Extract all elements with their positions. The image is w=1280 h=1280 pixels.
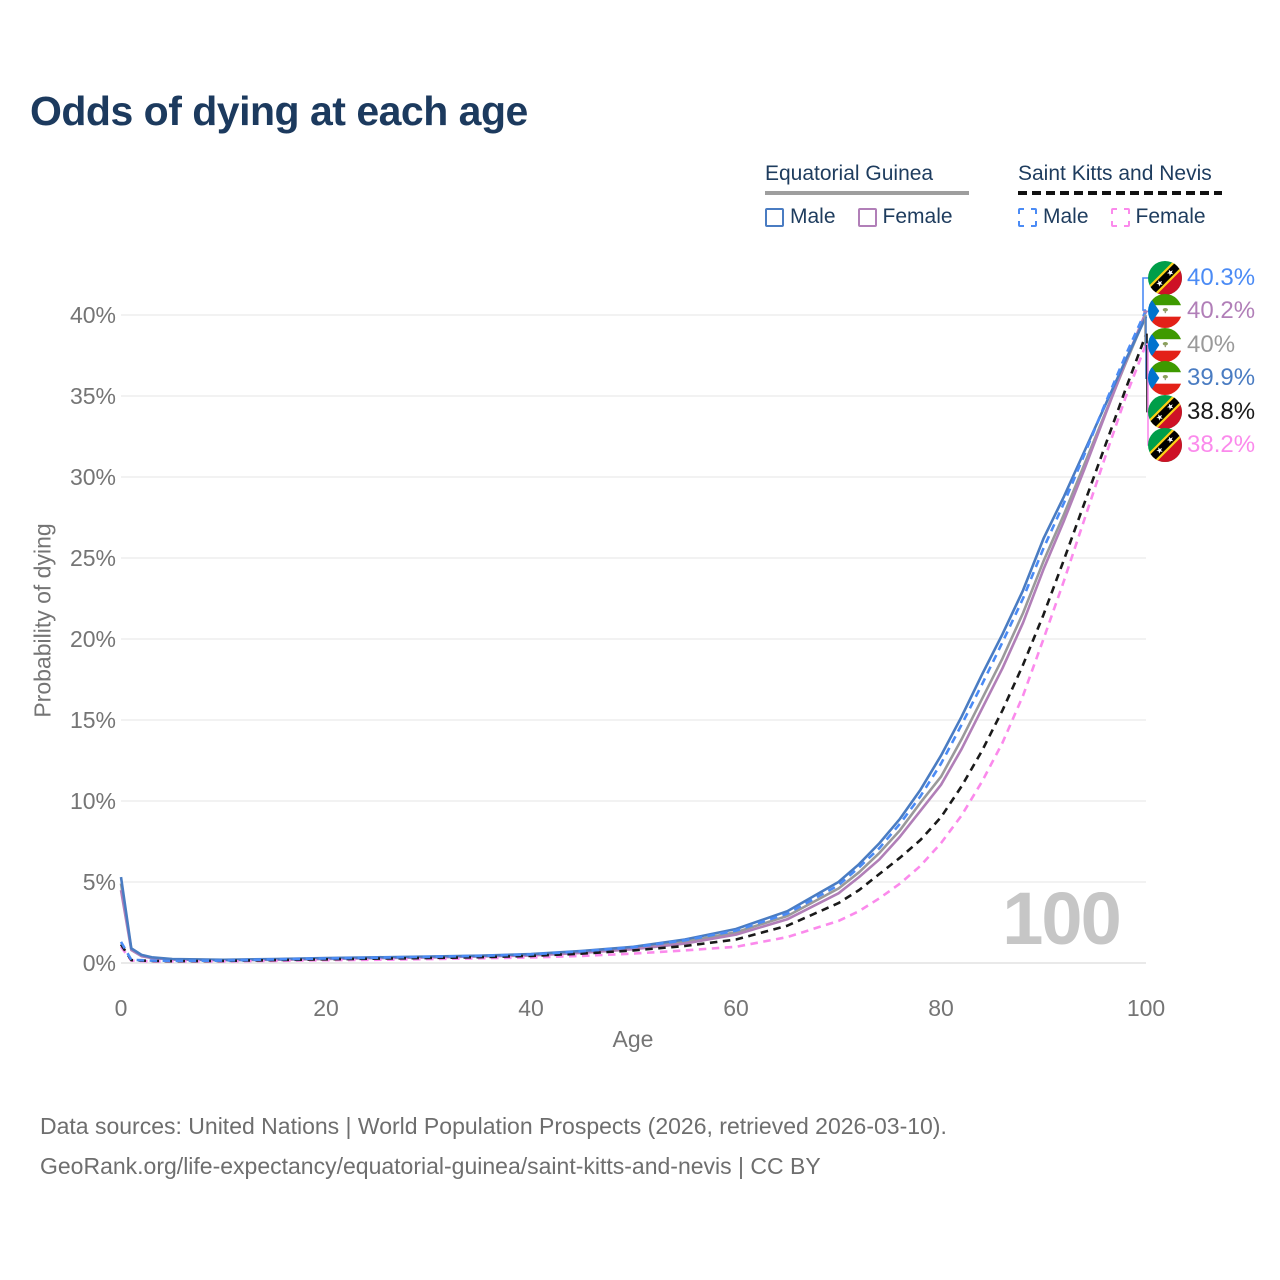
series-line-skn_both[interactable] xyxy=(119,333,1148,963)
legend-label-skn-male[interactable]: Male xyxy=(1043,205,1089,228)
footer-source-line: Data sources: United Nations | World Pop… xyxy=(40,1113,947,1139)
legend-group-equatorial-guinea: Equatorial Guinea Male Female xyxy=(765,162,969,229)
end-label-connector xyxy=(1142,277,1152,311)
y-tick-label: 0% xyxy=(83,950,116,976)
legend-underline-dashed xyxy=(1018,191,1222,195)
end-label-value: 38.2% xyxy=(1187,431,1256,458)
legend-swatch-skn-male[interactable] xyxy=(1018,207,1037,227)
y-tick-label: 35% xyxy=(70,383,116,409)
y-tick-label: 30% xyxy=(70,464,116,490)
y-tick-label: 25% xyxy=(70,545,116,571)
legend-label-skn-female[interactable]: Female xyxy=(1135,205,1206,228)
end-label-value: 40% xyxy=(1187,330,1236,358)
y-tick-label: 5% xyxy=(83,869,116,895)
flag-icon-equatorial-guinea xyxy=(1148,327,1182,362)
end-label-row-eg_female: 40.2% xyxy=(1148,294,1256,329)
flag-icon-equatorial-guinea xyxy=(1148,361,1182,396)
x-tick-label: 60 xyxy=(723,995,749,1021)
x-axis-title: Age xyxy=(612,1026,654,1052)
end-label-row-skn_both: 38.8% xyxy=(1148,394,1256,429)
legend-label-eg-female[interactable]: Female xyxy=(882,205,953,228)
series-line-skn_male[interactable] xyxy=(119,309,1148,963)
y-tick-label: 20% xyxy=(70,626,116,652)
y-axis-title: Probability of dying xyxy=(29,523,56,718)
x-tick-label: 20 xyxy=(313,995,339,1021)
y-tick-label: 15% xyxy=(70,707,116,733)
flag-icon-saint-kitts-and-nevis xyxy=(1148,261,1182,295)
x-tick-label: 100 xyxy=(1127,995,1165,1021)
legend-swatch-skn-female[interactable] xyxy=(1110,207,1130,227)
legend-country-equatorial-guinea[interactable]: Equatorial Guinea xyxy=(765,162,934,185)
x-tick-label: 40 xyxy=(518,995,544,1021)
flag-icon-equatorial-guinea xyxy=(1148,294,1182,329)
footer-url-line: GeoRank.org/life-expectancy/equatorial-g… xyxy=(40,1153,821,1179)
page-title: Odds of dying at each age xyxy=(30,88,528,134)
flag-icon-saint-kitts-and-nevis xyxy=(1148,394,1182,429)
y-tick-label: 10% xyxy=(70,788,116,814)
series-line-eg_female[interactable] xyxy=(119,311,1148,962)
legend-underline-solid xyxy=(765,191,969,195)
line-chart: 0% 5% 10% 15% 20% 25% 30% 35% 40% 0 20 40 60 80 100 xyxy=(70,277,1165,1021)
footer: Data sources: United Nations | World Pop… xyxy=(40,1106,947,1186)
legend-country-saint-kitts-and-nevis[interactable]: Saint Kitts and Nevis xyxy=(1018,162,1212,185)
end-label-value: 39.9% xyxy=(1187,364,1256,392)
end-label-value: 38.8% xyxy=(1187,397,1256,425)
flag-icon-saint-kitts-and-nevis xyxy=(1148,428,1182,462)
end-label-row-skn_female: 38.2% xyxy=(1148,428,1255,462)
legend-group-saint-kitts-and-nevis: Saint Kitts and Nevis Male Female xyxy=(1018,162,1222,229)
age-ticker: 100 xyxy=(1002,877,1121,960)
legend-swatch-eg-male[interactable] xyxy=(765,207,784,227)
series-line-skn_female[interactable] xyxy=(119,343,1148,963)
end-label-value: 40.3% xyxy=(1187,264,1256,291)
x-tick-label: 0 xyxy=(115,995,128,1021)
legend-label-eg-male[interactable]: Male xyxy=(790,205,836,228)
end-label-row-eg_male: 39.9% xyxy=(1148,361,1256,396)
end-label-row-skn_male: 40.3% xyxy=(1148,261,1255,295)
series-line-eg_both[interactable] xyxy=(119,314,1148,962)
legend-swatch-eg-female[interactable] xyxy=(857,207,877,227)
series-line-eg_male[interactable] xyxy=(119,316,1148,962)
y-tick-label: 40% xyxy=(70,302,116,328)
end-label-row-eg_both: 40% xyxy=(1148,327,1236,362)
end-label-value: 40.2% xyxy=(1187,297,1256,325)
x-tick-label: 80 xyxy=(928,995,954,1021)
